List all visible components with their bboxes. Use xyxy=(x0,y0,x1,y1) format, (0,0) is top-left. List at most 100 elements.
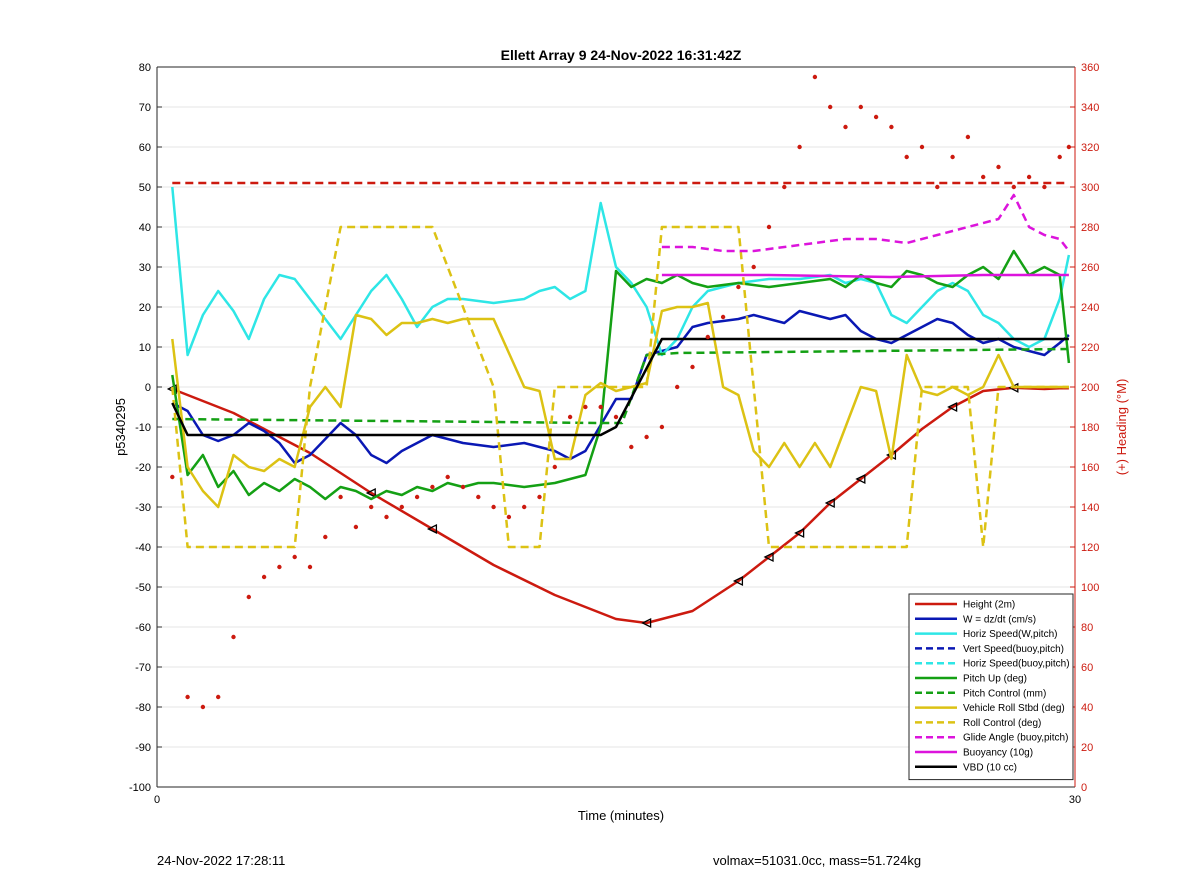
direction-marker xyxy=(855,473,866,485)
y2-tick-label: 200 xyxy=(1081,382,1099,394)
y-tick-label: 30 xyxy=(139,262,151,274)
heading-point xyxy=(567,414,573,420)
series-line-vbd-10-cc xyxy=(171,337,1069,437)
y-tick-label: -10 xyxy=(135,422,151,434)
heading-point xyxy=(277,564,282,570)
heading-point xyxy=(919,144,925,150)
direction-marker xyxy=(824,497,835,509)
y2-tick-label: 80 xyxy=(1081,622,1093,634)
series-line-buoyancy-10g xyxy=(661,273,1069,279)
axes: -100-90-80-70-60-50-40-30-20-10010203040… xyxy=(129,62,1099,806)
y-tick-label: 10 xyxy=(139,342,151,354)
legend-label: Buoyancy (10g) xyxy=(963,748,1033,759)
heading-point xyxy=(659,424,665,430)
heading-point xyxy=(598,404,603,410)
heading-point xyxy=(170,474,175,480)
y-tick-label: -30 xyxy=(135,502,151,514)
heading-point xyxy=(1042,184,1047,190)
series-line-pitch-up-deg xyxy=(171,249,1071,501)
y2-tick-label: 280 xyxy=(1081,222,1099,234)
heading-point xyxy=(292,554,297,560)
x-tick-label: 30 xyxy=(1069,794,1081,806)
heading-point xyxy=(797,144,802,150)
heading-point xyxy=(445,474,450,480)
y-tick-label: 60 xyxy=(139,142,151,154)
direction-marker xyxy=(763,551,774,563)
heading-point xyxy=(460,484,466,490)
y-tick-label: -70 xyxy=(135,662,151,674)
heading-point xyxy=(629,444,634,450)
legend-box xyxy=(908,593,1074,781)
y2-tick-label: 160 xyxy=(1081,462,1099,474)
y-tick-label: 80 xyxy=(139,62,151,74)
heading-point xyxy=(873,114,879,120)
legend-label: Roll Control (deg) xyxy=(963,718,1041,729)
heading-point xyxy=(369,504,374,510)
y-tick-label: 50 xyxy=(139,182,151,194)
y2-tick-label: 300 xyxy=(1081,182,1099,194)
y2-tick-label: 140 xyxy=(1081,502,1099,514)
y2-tick-label: 120 xyxy=(1081,542,1099,554)
heading-point xyxy=(583,404,588,410)
heading-point xyxy=(766,224,772,230)
heading-point xyxy=(323,534,328,540)
heading-point xyxy=(384,514,389,520)
y-tick-label: -40 xyxy=(135,542,151,554)
direction-marker xyxy=(365,487,376,499)
heading-point xyxy=(1026,174,1032,180)
heading-point xyxy=(935,184,940,190)
heading-point xyxy=(491,504,496,510)
heading-point xyxy=(782,184,787,190)
heading-point xyxy=(1066,144,1072,150)
y2-tick-label: 20 xyxy=(1081,742,1093,754)
heading-point xyxy=(965,134,971,140)
legend: Height (2m) W = dz/dt (cm/s) Horiz Speed(W… xyxy=(908,593,1074,781)
x-tick-label: 0 xyxy=(154,794,160,806)
heading-point xyxy=(644,434,649,440)
heading-point xyxy=(690,364,695,370)
y2-tick-label: 340 xyxy=(1081,102,1099,114)
heading-points xyxy=(170,74,1072,710)
heading-point xyxy=(981,174,986,180)
legend-label: Glide Angle (buoy,pitch) xyxy=(963,733,1068,744)
heading-point xyxy=(522,504,527,510)
y2-axis-label: (+) Heading (°M) xyxy=(1114,379,1129,476)
y-tick-label: -90 xyxy=(135,742,151,754)
heading-point xyxy=(858,104,863,110)
legend-label: Horiz Speed(buoy,pitch) xyxy=(963,659,1070,670)
chart-title: Ellett Array 9 24-Nov-2022 16:31:42Z xyxy=(501,47,742,63)
heading-point xyxy=(843,124,848,130)
y-tick-label: 0 xyxy=(145,382,151,394)
series-line-roll-control-deg xyxy=(171,225,1069,549)
legend-label: Horiz Speed(W,pitch) xyxy=(963,629,1057,640)
direction-marker xyxy=(947,401,958,413)
heading-point xyxy=(399,504,404,510)
footer-timestamp: 24-Nov-2022 17:28:11 xyxy=(157,853,286,868)
heading-point xyxy=(338,494,343,500)
heading-point xyxy=(414,494,420,500)
direction-marker xyxy=(426,523,438,535)
y2-tick-label: 220 xyxy=(1081,342,1099,354)
legend-label: Pitch Up (deg) xyxy=(963,674,1027,685)
heading-point xyxy=(261,574,267,580)
heading-point xyxy=(751,264,756,270)
legend-label: Pitch Control (mm) xyxy=(963,688,1046,699)
heading-point xyxy=(675,384,680,390)
heading-point xyxy=(231,634,236,640)
heading-point xyxy=(1057,154,1062,160)
heading-point xyxy=(720,314,726,320)
heading-point xyxy=(736,284,741,290)
heading-point xyxy=(1011,184,1016,190)
heading-point xyxy=(950,154,955,160)
heading-point xyxy=(705,334,710,340)
heading-point xyxy=(552,464,557,470)
series-layer xyxy=(166,74,1072,710)
y-tick-label: -100 xyxy=(129,782,151,794)
y-tick-label: -20 xyxy=(135,462,151,474)
y2-tick-label: 40 xyxy=(1081,702,1093,714)
y2-tick-label: 100 xyxy=(1081,582,1099,594)
heading-point xyxy=(889,124,894,130)
heading-point xyxy=(537,494,542,500)
y2-tick-label: 180 xyxy=(1081,422,1099,434)
